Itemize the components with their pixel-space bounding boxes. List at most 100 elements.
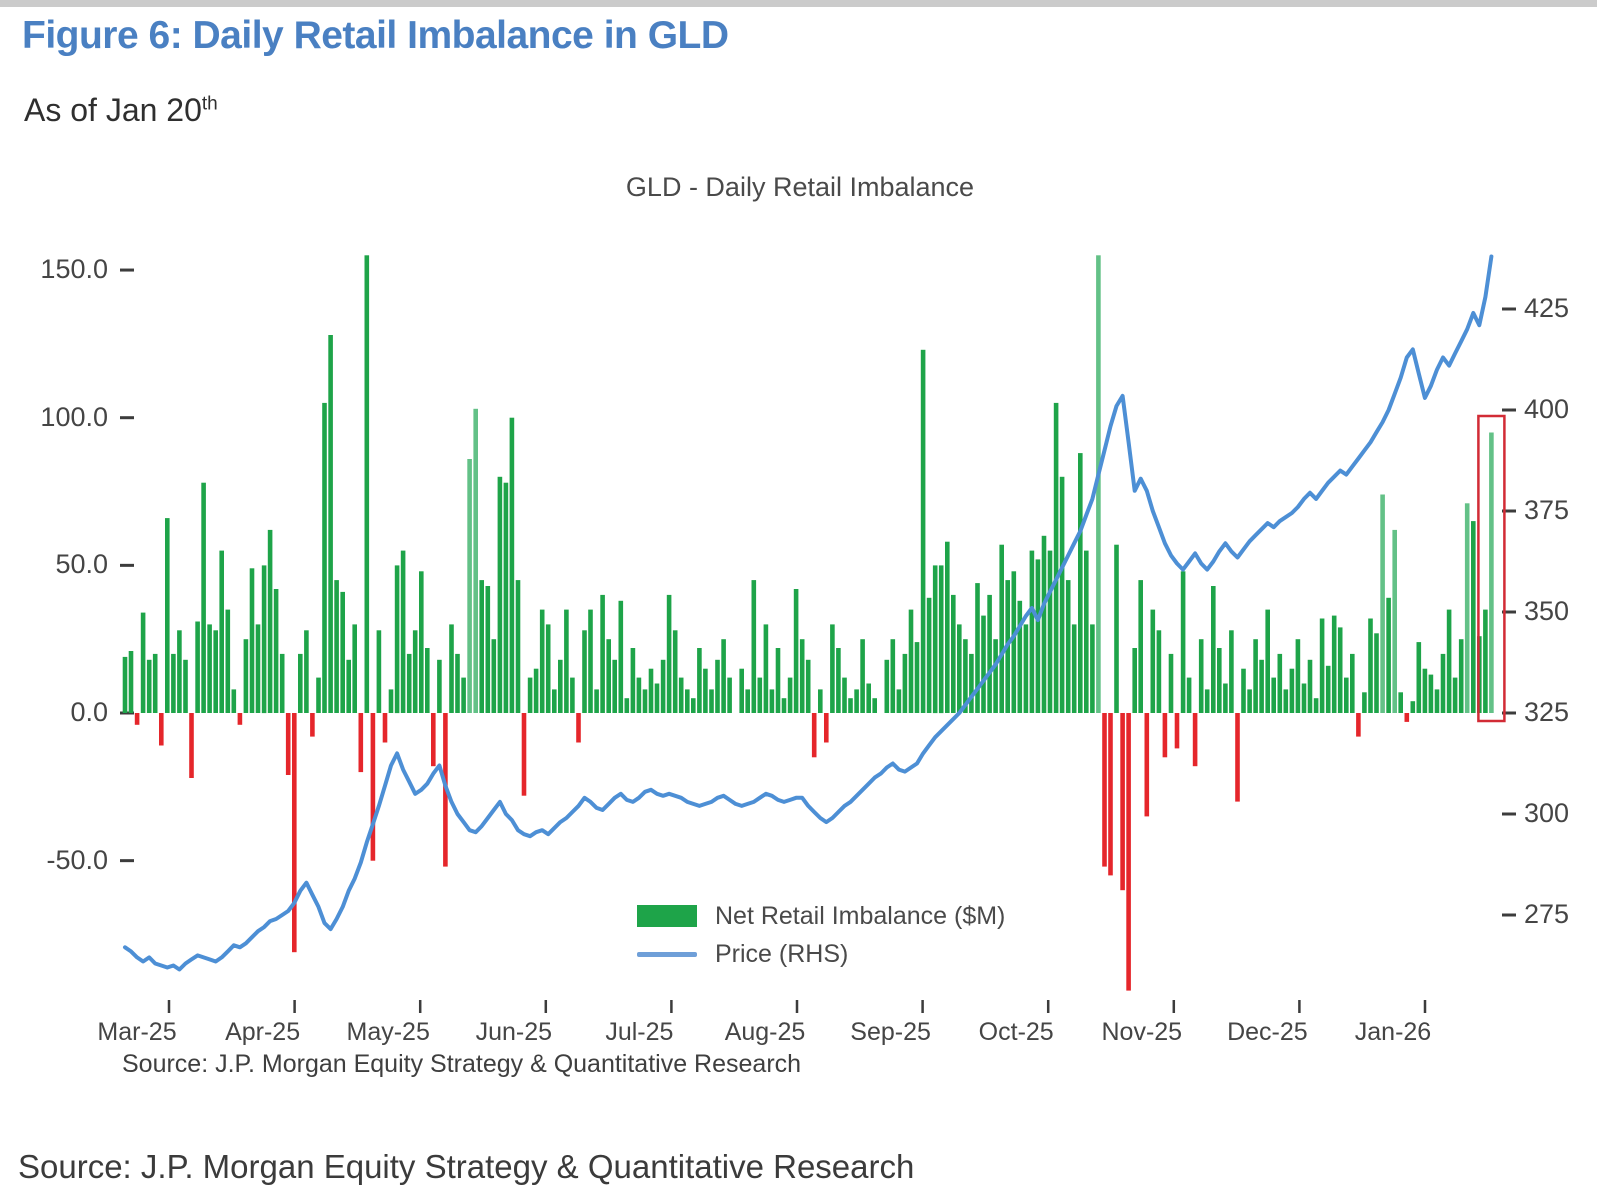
imbalance-bar bbox=[485, 586, 491, 713]
imbalance-bar bbox=[1180, 571, 1186, 713]
imbalance-bar bbox=[1301, 683, 1307, 713]
imbalance-bar bbox=[1144, 713, 1150, 817]
imbalance-bar bbox=[273, 589, 279, 713]
imbalance-bar bbox=[134, 713, 140, 725]
imbalance-bar bbox=[503, 482, 509, 713]
imbalance-bar bbox=[509, 417, 515, 713]
imbalance-bar bbox=[195, 621, 200, 713]
imbalance-bar bbox=[521, 713, 527, 796]
imbalance-bar bbox=[340, 591, 345, 713]
imbalance-bar bbox=[896, 689, 902, 713]
imbalance-bar bbox=[963, 639, 968, 713]
green-bar-swatch-icon bbox=[637, 905, 697, 927]
imbalance-bar bbox=[1344, 677, 1349, 713]
imbalance-bar bbox=[884, 659, 890, 713]
imbalance-bar bbox=[830, 624, 835, 713]
imbalance-bar bbox=[1253, 639, 1258, 713]
imbalance-bar bbox=[1168, 653, 1174, 713]
imbalance-bar bbox=[793, 589, 799, 713]
imbalance-bar bbox=[1023, 624, 1029, 713]
imbalance-bar bbox=[1059, 476, 1065, 713]
imbalance-bar bbox=[751, 580, 757, 713]
imbalance-bar bbox=[582, 630, 587, 713]
imbalance-bar bbox=[1404, 713, 1410, 722]
imbalance-bar bbox=[479, 580, 484, 713]
imbalance-bar bbox=[1337, 627, 1343, 713]
imbalance-bar bbox=[1259, 659, 1264, 713]
imbalance-bar bbox=[1065, 580, 1071, 713]
imbalance-bar bbox=[1017, 600, 1023, 713]
imbalance-bar bbox=[358, 713, 364, 773]
imbalance-bar bbox=[1410, 701, 1416, 713]
imbalance-bar bbox=[1489, 432, 1494, 713]
imbalance-bar bbox=[533, 668, 539, 713]
imbalance-bar bbox=[1464, 503, 1470, 713]
imbalance-bar bbox=[1047, 550, 1053, 713]
imbalance-bar bbox=[527, 677, 533, 713]
imbalance-bar bbox=[1174, 713, 1180, 749]
imbalance-bar bbox=[352, 624, 357, 713]
imbalance-bar bbox=[1368, 618, 1373, 713]
imbalance-bar bbox=[159, 713, 164, 746]
imbalance-bar bbox=[769, 689, 775, 713]
imbalance-bar bbox=[388, 689, 394, 713]
imbalance-bar bbox=[1428, 674, 1434, 713]
imbalance-bar bbox=[449, 624, 454, 713]
imbalance-bar bbox=[1452, 677, 1458, 713]
imbalance-bar bbox=[818, 689, 823, 713]
imbalance-bar bbox=[908, 609, 914, 713]
imbalance-bar bbox=[1053, 402, 1059, 713]
imbalance-bar bbox=[1035, 559, 1041, 713]
imbalance-bar bbox=[552, 689, 557, 713]
imbalance-bar bbox=[1132, 648, 1137, 713]
imbalance-bar bbox=[636, 677, 642, 713]
imbalance-bar bbox=[775, 648, 781, 713]
imbalance-bar bbox=[545, 624, 551, 713]
imbalance-bar bbox=[461, 677, 466, 713]
imbalance-bar bbox=[1078, 453, 1083, 713]
imbalance-bar bbox=[854, 689, 859, 713]
imbalance-bar bbox=[624, 698, 630, 713]
imbalance-bar bbox=[1392, 529, 1397, 713]
imbalance-bar bbox=[1458, 639, 1464, 713]
imbalance-bar bbox=[787, 677, 793, 713]
imbalance-bar bbox=[1350, 653, 1355, 713]
imbalance-bar bbox=[165, 518, 170, 713]
imbalance-bar bbox=[618, 600, 624, 713]
chart-legend: Net Retail Imbalance ($M) Price (RHS) bbox=[637, 902, 1005, 979]
imbalance-bar bbox=[419, 571, 424, 713]
imbalance-bar bbox=[709, 689, 714, 713]
legend-item-imbalance: Net Retail Imbalance ($M) bbox=[637, 902, 1005, 930]
imbalance-bar bbox=[406, 653, 412, 713]
imbalance-bar bbox=[334, 580, 339, 713]
imbalance-bar bbox=[1108, 713, 1113, 876]
imbalance-bar bbox=[975, 583, 980, 713]
imbalance-bar bbox=[1422, 668, 1428, 713]
imbalance-bar bbox=[763, 624, 769, 713]
imbalance-bar bbox=[685, 689, 690, 713]
imbalance-bar bbox=[999, 544, 1004, 713]
imbalance-bar bbox=[128, 651, 134, 713]
imbalance-bar bbox=[491, 639, 497, 713]
imbalance-bar bbox=[1271, 677, 1276, 713]
imbalance-bar bbox=[890, 639, 896, 713]
imbalance-bar bbox=[1307, 659, 1313, 713]
imbalance-bar bbox=[945, 541, 950, 713]
imbalance-bar bbox=[267, 529, 273, 713]
imbalance-bar bbox=[1295, 639, 1301, 713]
imbalance-bar bbox=[678, 677, 684, 713]
imbalance-bar bbox=[201, 482, 206, 713]
imbalance-bar bbox=[310, 713, 315, 737]
imbalance-bar bbox=[1483, 609, 1488, 713]
imbalance-bar bbox=[1084, 550, 1089, 713]
imbalance-bar bbox=[1283, 689, 1289, 713]
chart-title: GLD - Daily Retail Imbalance bbox=[625, 172, 975, 202]
imbalance-bar bbox=[1446, 609, 1452, 713]
imbalance-bar bbox=[721, 639, 726, 713]
imbalance-bar bbox=[437, 659, 442, 713]
imbalance-bar bbox=[914, 642, 920, 713]
imbalance-bar bbox=[703, 668, 708, 713]
imbalance-bar bbox=[231, 689, 237, 713]
imbalance-bar bbox=[1120, 713, 1125, 891]
imbalance-bar bbox=[1090, 624, 1095, 713]
